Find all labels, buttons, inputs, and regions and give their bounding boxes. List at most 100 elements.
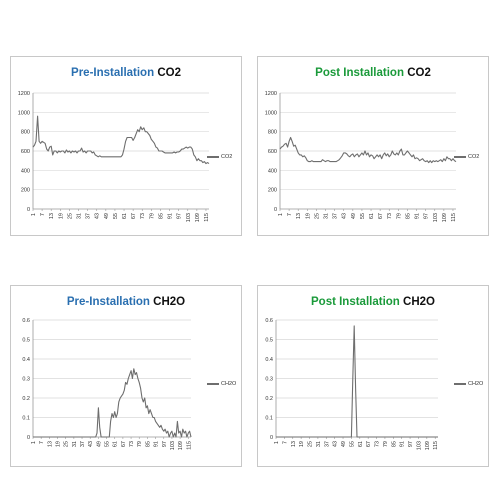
x-tick-label: 1 (278, 213, 284, 216)
x-tick-label: 115 (433, 441, 439, 450)
x-tick-label: 49 (96, 441, 102, 447)
x-tick-label: 37 (86, 213, 92, 219)
x-tick-label: 67 (121, 441, 127, 447)
x-tick-label: 79 (149, 213, 155, 219)
series-line (279, 136, 457, 164)
x-tick-label: 97 (408, 441, 414, 447)
x-tick-label: 49 (104, 213, 110, 219)
x-tick-label: 61 (369, 213, 375, 219)
y-tick-label: 800 (21, 130, 30, 136)
y-tick-label: 0 (27, 435, 30, 441)
x-tick-label: 103 (170, 441, 176, 450)
y-tick-label: 800 (268, 130, 277, 136)
chart-panel-post-co2: Post Installation CO2 0 200 400 600 800 1000 1… (257, 56, 489, 236)
x-tick-label: 103 (433, 213, 439, 222)
y-tick-label: 0.3 (265, 377, 273, 383)
chart-title: Post Installation CH2O (258, 296, 488, 308)
legend-line-swatch (454, 383, 466, 385)
y-tick-label: 0.6 (22, 318, 30, 324)
chart-title: Pre-Installation CO2 (11, 67, 241, 79)
series-line (276, 325, 438, 438)
x-tick-label: 55 (349, 441, 355, 447)
x-tick-label: 91 (400, 441, 406, 447)
chart-title-gas: CO2 (407, 67, 431, 79)
x-tick-label: 19 (299, 441, 305, 447)
chart-title: Pre-Installation CH2O (11, 296, 241, 308)
x-tick-label: 97 (177, 213, 183, 219)
x-tick-label: 61 (113, 441, 119, 447)
x-tick-label: 115 (204, 213, 210, 222)
x-tick-label: 115 (451, 213, 457, 222)
x-tick-label: 109 (442, 213, 448, 222)
y-tick-label: 0.3 (22, 377, 30, 383)
y-tick-label: 0 (27, 207, 30, 213)
chart-panel-pre-ch2o: Pre-Installation CH2O 0 0.1 0.2 0.3 0.4 0.5 0.… (10, 285, 242, 467)
series-line (33, 368, 192, 438)
x-tick-label: 1 (31, 441, 37, 444)
x-tick-label: 73 (375, 441, 381, 447)
x-tick-label: 97 (424, 213, 430, 219)
x-tick-label: 103 (186, 213, 192, 222)
x-tick-label: 109 (195, 213, 201, 222)
x-tick-label: 79 (383, 441, 389, 447)
chart-legend: CH2O (207, 381, 236, 387)
x-tick-label: 13 (291, 441, 297, 447)
x-tick-label: 19 (305, 213, 311, 219)
y-tick-label: 0.5 (265, 338, 273, 344)
x-tick-label: 79 (396, 213, 402, 219)
x-tick-label: 73 (129, 441, 135, 447)
x-tick-label: 97 (162, 441, 168, 447)
chart-legend: CH2O (454, 381, 483, 387)
chart-title-gas: CH2O (153, 296, 186, 308)
x-tick-label: 85 (391, 441, 397, 447)
y-tick-label: 1200 (18, 91, 30, 97)
x-tick-label: 7 (39, 441, 45, 444)
y-tick-label: 1200 (265, 91, 277, 97)
series-line (32, 115, 210, 165)
x-tick-label: 91 (168, 213, 174, 219)
x-tick-label: 31 (316, 441, 322, 447)
x-tick-label: 7 (287, 213, 293, 216)
x-tick-label: 37 (324, 441, 330, 447)
legend-label: CO2 (468, 154, 480, 160)
y-tick-label: 0.5 (22, 338, 30, 344)
chart-title-prefix: Post Installation (311, 296, 400, 308)
y-tick-label: 0.1 (22, 416, 30, 422)
x-tick-label: 25 (64, 441, 70, 447)
x-tick-label: 73 (140, 213, 146, 219)
x-tick-label: 7 (282, 441, 288, 444)
chart-title-prefix: Pre-Installation (71, 67, 155, 79)
x-tick-label: 7 (40, 213, 46, 216)
y-tick-label: 0.6 (265, 318, 273, 324)
x-tick-label: 109 (178, 441, 184, 450)
x-tick-label: 31 (324, 213, 330, 219)
chart-legend: CO2 (454, 154, 479, 160)
x-tick-label: 13 (296, 213, 302, 219)
legend-label: CH2O (221, 381, 237, 387)
x-tick-label: 85 (405, 213, 411, 219)
y-tick-label: 1000 (265, 110, 277, 116)
y-tick-label: 0.2 (22, 396, 30, 402)
x-tick-label: 25 (67, 213, 73, 219)
x-tick-label: 115 (186, 441, 192, 450)
y-tick-label: 0.4 (265, 357, 273, 363)
x-tick-label: 43 (333, 441, 339, 447)
y-tick-label: 0 (270, 435, 273, 441)
y-tick-label: 1000 (18, 110, 30, 116)
x-tick-label: 85 (158, 213, 164, 219)
chart-legend: CO2 (207, 154, 232, 160)
x-tick-label: 91 (154, 441, 160, 447)
x-tick-label: 67 (366, 441, 372, 447)
y-tick-label: 400 (21, 168, 30, 174)
y-tick-label: 0.4 (22, 357, 30, 363)
x-tick-label: 13 (47, 441, 53, 447)
legend-line-swatch (207, 156, 219, 158)
y-tick-label: 0 (274, 207, 277, 213)
y-tick-label: 200 (21, 188, 30, 194)
x-tick-label: 19 (58, 213, 64, 219)
x-tick-label: 31 (77, 213, 83, 219)
x-tick-label: 67 (131, 213, 137, 219)
x-tick-label: 31 (72, 441, 78, 447)
x-tick-label: 61 (122, 213, 128, 219)
x-tick-label: 1 (274, 441, 280, 444)
